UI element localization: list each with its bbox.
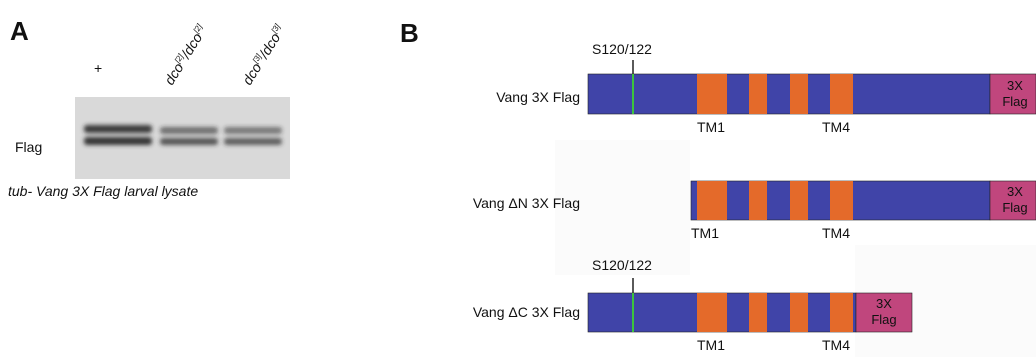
blot bbox=[75, 97, 290, 179]
panel-label: B bbox=[400, 18, 419, 48]
lane-label: dco[2]/dco[2] bbox=[161, 22, 210, 88]
tm-label: TM4 bbox=[822, 119, 850, 135]
tm-label: TM1 bbox=[697, 119, 725, 135]
construct: S120/122 Vang ΔC 3X Flag 3X Flag TM1 TM4 bbox=[473, 257, 912, 353]
tm-label: TM1 bbox=[697, 337, 725, 353]
caption: tub- Vang 3X Flag larval lysate bbox=[8, 183, 198, 199]
site-label: S120/122 bbox=[592, 41, 652, 57]
tag-label: Flag bbox=[871, 312, 896, 327]
tag-label: 3X bbox=[876, 296, 892, 311]
construct-name: Vang ΔN 3X Flag bbox=[473, 195, 580, 211]
blot-label: Flag bbox=[15, 139, 42, 155]
lane-label: dco[3]/dco[3] bbox=[239, 22, 288, 88]
tag-label: 3X bbox=[1007, 78, 1023, 93]
site-label: S120/122 bbox=[592, 257, 652, 273]
tm-label: TM4 bbox=[822, 337, 850, 353]
construct-name: Vang 3X Flag bbox=[496, 89, 580, 105]
construct-name: Vang ΔC 3X Flag bbox=[473, 304, 580, 320]
tm-label: TM1 bbox=[691, 225, 719, 241]
figure: A + dco[2]/dco[2] dco[3]/dco[3] Flag tub… bbox=[0, 0, 1036, 357]
panel-label: A bbox=[10, 16, 29, 46]
tag-label: Flag bbox=[1002, 200, 1027, 215]
lane-text: dco bbox=[239, 60, 265, 88]
tag-label: Flag bbox=[1002, 94, 1027, 109]
tag-label: 3X bbox=[1007, 184, 1023, 199]
lane-text: dco bbox=[161, 60, 187, 88]
construct: S120/122 Vang 3X Flag 3X Flag TM1 TM4 bbox=[496, 41, 1036, 135]
lane-text: + bbox=[94, 60, 102, 76]
lane-label: + bbox=[94, 60, 102, 76]
tm-label: TM4 bbox=[822, 225, 850, 241]
